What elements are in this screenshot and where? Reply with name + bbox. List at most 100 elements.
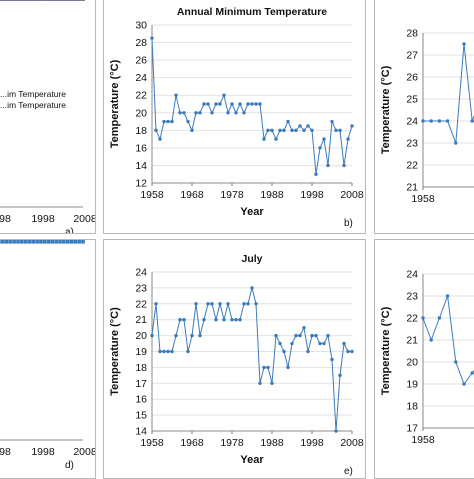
x-tick-label: 1958 — [140, 437, 164, 449]
data-point — [437, 316, 442, 320]
data-point — [258, 381, 262, 385]
data-point — [445, 119, 450, 123]
data-point — [154, 302, 158, 306]
data-point — [290, 341, 294, 346]
data-point — [262, 365, 266, 370]
data-point — [314, 333, 318, 338]
y-tick-label: 20 — [406, 357, 418, 369]
data-point — [50, 240, 55, 244]
data-point — [218, 302, 222, 306]
data-point — [51, 0, 56, 1]
x-tick-label: 1998 — [31, 213, 55, 225]
data-point — [334, 429, 338, 433]
data-point — [326, 163, 330, 168]
data-point — [198, 111, 202, 115]
data-point — [218, 102, 222, 106]
y-tick-label: 17 — [135, 378, 147, 390]
data-point — [282, 349, 286, 354]
chart-f-svg: 171819202122232419581968Temperature (°C) — [380, 269, 474, 446]
panel-label: e) — [344, 466, 353, 477]
data-point — [23, 240, 28, 244]
data-point — [454, 360, 458, 364]
panel-a: 98 1998 2008 ...im Temperature ...im Tempera… — [0, 0, 96, 234]
x-tick-label: 1978 — [220, 189, 244, 201]
y-tick-label: 30 — [135, 20, 147, 32]
series-line — [151, 287, 352, 432]
data-point — [250, 286, 254, 290]
data-point — [306, 124, 310, 128]
y-axis-title: Temperature (°C) — [109, 307, 121, 396]
data-point — [242, 302, 246, 306]
panel-d: 98 1998 2008 d) — [0, 239, 96, 479]
data-point — [0, 0, 4, 1]
data-point — [210, 111, 214, 115]
panel-label: d) — [65, 460, 74, 471]
data-point — [18, 0, 22, 1]
y-tick-label: 26 — [135, 55, 147, 67]
y-tick-label: 24 — [406, 116, 418, 128]
data-point — [58, 240, 62, 244]
panel-c: 21222324252627281958196Temperature (°C) — [374, 0, 474, 234]
data-point — [170, 119, 174, 124]
data-point — [27, 240, 32, 244]
data-point — [437, 119, 442, 123]
data-point — [310, 128, 314, 133]
data-point — [31, 240, 36, 244]
chart-c-svg: 21222324252627281958196Temperature (°C) — [380, 28, 474, 205]
data-point — [69, 240, 74, 244]
x-tick-label: 98 — [0, 446, 11, 458]
data-point — [222, 93, 226, 97]
data-point — [282, 128, 286, 133]
series-line — [151, 38, 353, 175]
data-point — [55, 0, 59, 1]
y-tick-label: 24 — [135, 267, 147, 279]
y-tick-label: 18 — [406, 401, 418, 413]
data-point — [310, 333, 314, 338]
data-point — [346, 349, 350, 354]
x-tick-label: 1978 — [220, 437, 244, 449]
data-point — [70, 0, 74, 1]
data-point — [278, 128, 282, 133]
data-point — [318, 341, 322, 346]
data-point — [10, 0, 15, 1]
data-point — [338, 373, 342, 378]
data-point — [346, 137, 350, 141]
data-point — [178, 111, 182, 115]
data-point — [166, 349, 170, 354]
data-point — [158, 349, 162, 354]
data-point — [36, 0, 41, 1]
data-point — [250, 102, 254, 106]
y-tick-label: 22 — [406, 313, 418, 325]
data-point — [234, 318, 238, 322]
y-tick-label: 17 — [406, 423, 418, 435]
data-point — [286, 365, 290, 370]
y-tick-label: 14 — [135, 160, 147, 172]
data-point — [454, 141, 458, 145]
data-point — [238, 102, 242, 106]
data-point — [258, 102, 262, 106]
data-point — [4, 240, 9, 244]
y-tick-label: 19 — [135, 346, 147, 358]
data-point — [150, 36, 154, 40]
data-point — [182, 318, 186, 322]
y-tick-label: 24 — [406, 269, 418, 281]
y-tick-label: 18 — [135, 125, 147, 137]
data-point — [42, 240, 47, 244]
x-tick-label: 1998 — [300, 189, 324, 201]
data-point — [186, 119, 190, 124]
data-point — [12, 240, 16, 244]
data-point — [290, 128, 294, 133]
data-point — [226, 111, 230, 115]
data-point — [429, 338, 433, 342]
y-tick-label: 28 — [135, 37, 147, 49]
data-point — [326, 333, 330, 338]
data-point — [350, 124, 354, 128]
panel-e: July 14 15 16 17 18 19 20 21 22 23 24 1958 1968 1978 19… — [103, 239, 366, 479]
data-point — [462, 382, 466, 386]
chart-title: Annual Minimum Temperature — [177, 6, 327, 18]
data-point — [230, 102, 234, 106]
data-point — [77, 0, 82, 1]
data-point — [62, 0, 67, 1]
data-point — [230, 318, 234, 322]
data-point — [342, 341, 346, 346]
